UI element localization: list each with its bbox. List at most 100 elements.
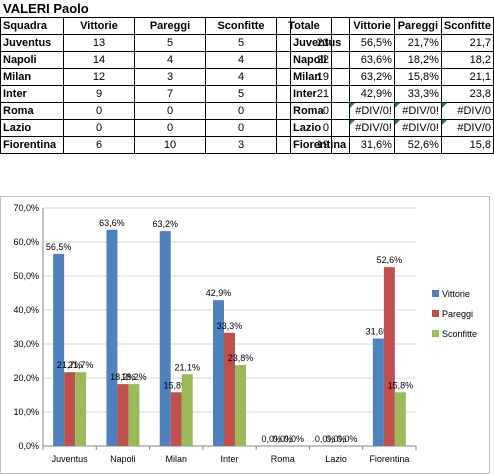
bar-pareggi bbox=[117, 384, 129, 446]
pareggi-pct-cell[interactable]: #DIV/0! bbox=[393, 119, 442, 137]
sconfitte-cell[interactable]: 0 bbox=[205, 102, 277, 120]
header-cell[interactable]: Pareggi bbox=[393, 17, 442, 35]
header-cell[interactable]: Squadra bbox=[0, 17, 64, 35]
sconfitte-cell[interactable]: 5 bbox=[205, 34, 277, 52]
pareggi-cell[interactable]: 4 bbox=[134, 51, 206, 69]
data-label: 0,0% bbox=[337, 434, 358, 444]
header-cell[interactable]: Sconfitte bbox=[205, 17, 277, 35]
vittorie-cell[interactable]: 0 bbox=[63, 119, 135, 137]
bar-vittorie bbox=[372, 338, 384, 446]
team-cell[interactable]: Fiorentina bbox=[0, 136, 64, 154]
team-cell[interactable]: Roma bbox=[289, 102, 351, 120]
vittorie-cell[interactable]: 6 bbox=[63, 136, 135, 154]
team-cell[interactable]: Juventus bbox=[289, 34, 351, 52]
vittorie-pct-cell[interactable]: 31,6% bbox=[349, 136, 395, 154]
pareggi-cell[interactable]: 0 bbox=[134, 102, 206, 120]
x-tick-label: Roma bbox=[271, 454, 295, 464]
bar-vittorie bbox=[213, 300, 224, 446]
table-row: Milan 12 3 4 19 bbox=[0, 68, 332, 86]
sheet-title[interactable]: VALERI Paolo bbox=[3, 1, 89, 16]
header-cell[interactable]: Pareggi bbox=[134, 17, 206, 35]
pareggi-pct-cell[interactable]: 33,3% bbox=[393, 85, 442, 103]
sconfitte-cell[interactable]: 4 bbox=[205, 51, 277, 69]
data-label: 33,3% bbox=[217, 321, 243, 331]
bar-sconfitte bbox=[75, 372, 87, 446]
bar-pareggi bbox=[64, 372, 76, 446]
pareggi-cell[interactable]: 3 bbox=[134, 68, 206, 86]
pareggi-pct-cell[interactable]: 15,8% bbox=[393, 68, 442, 86]
x-tick-label: Lazio bbox=[325, 454, 347, 464]
table-row: Inter 9 7 5 21 bbox=[0, 85, 332, 103]
pareggi-pct-cell[interactable]: 18,2% bbox=[393, 51, 442, 69]
sconfitte-pct-cell[interactable]: 15,8 bbox=[440, 136, 494, 154]
vittorie-pct-cell[interactable]: 63,2% bbox=[349, 68, 395, 86]
header-cell[interactable]: Sconfitte bbox=[440, 17, 494, 35]
legend-swatch-vittorie bbox=[432, 290, 439, 297]
header-cell[interactable]: Vittorie bbox=[63, 17, 135, 35]
team-cell[interactable]: Fiorentina bbox=[289, 136, 351, 154]
vittorie-cell[interactable]: 12 bbox=[63, 68, 135, 86]
header-cell[interactable]: Vittorie bbox=[349, 17, 395, 35]
vittorie-pct-cell[interactable]: 63,6% bbox=[349, 51, 395, 69]
vittorie-pct-cell[interactable]: 42,9% bbox=[349, 85, 395, 103]
sconfitte-pct-cell[interactable]: 23,8 bbox=[440, 85, 494, 103]
data-label: 23,8% bbox=[228, 353, 254, 363]
team-cell[interactable]: Inter bbox=[0, 85, 64, 103]
bar-sconfitte bbox=[128, 384, 140, 446]
team-cell[interactable]: Milan bbox=[289, 68, 351, 86]
team-cell[interactable]: Milan bbox=[0, 68, 64, 86]
team-cell[interactable]: Lazio bbox=[289, 119, 351, 137]
legend-entry: Vittorie bbox=[442, 289, 470, 299]
pareggi-cell[interactable]: 10 bbox=[134, 136, 206, 154]
sconfitte-pct-cell[interactable]: 21,7 bbox=[440, 34, 494, 52]
vittorie-cell[interactable]: 9 bbox=[63, 85, 135, 103]
vittorie-cell[interactable]: 14 bbox=[63, 51, 135, 69]
vittorie-cell[interactable]: 0 bbox=[63, 102, 135, 120]
sconfitte-cell[interactable]: 5 bbox=[205, 85, 277, 103]
y-tick-label: 0,0% bbox=[18, 441, 39, 451]
y-tick-label: 50,0% bbox=[13, 271, 39, 281]
x-tick-label: Inter bbox=[220, 454, 238, 464]
x-tick-label: Fiorentina bbox=[369, 454, 409, 464]
data-label: 21,7% bbox=[68, 360, 94, 370]
vittorie-pct-cell[interactable]: 56,5% bbox=[349, 34, 395, 52]
vittorie-pct-cell[interactable]: #DIV/0! bbox=[349, 119, 395, 137]
team-cell[interactable]: Roma bbox=[0, 102, 64, 120]
data-label: 21,7% bbox=[57, 360, 83, 370]
bar-chart[interactable]: 0,0% 10,0% 20,0% 30,0% 40,0% 50,0% 60,0% 70,0% J… bbox=[0, 196, 490, 474]
pareggi-pct-cell[interactable]: 52,6% bbox=[393, 136, 442, 154]
header-cell[interactable] bbox=[289, 17, 351, 35]
pareggi-cell[interactable]: 5 bbox=[134, 34, 206, 52]
sconfitte-cell[interactable]: 3 bbox=[205, 136, 277, 154]
sconfitte-pct-cell[interactable]: 21,1 bbox=[440, 68, 494, 86]
sconfitte-pct-cell[interactable]: #DIV/0 bbox=[440, 102, 494, 120]
team-cell[interactable]: Juventus bbox=[0, 34, 64, 52]
pareggi-cell[interactable]: 7 bbox=[134, 85, 206, 103]
sconfitte-pct-cell[interactable]: #DIV/0 bbox=[440, 119, 494, 137]
sconfitte-cell[interactable]: 4 bbox=[205, 68, 277, 86]
table-header-row: Vittorie Pareggi Sconfitte bbox=[289, 17, 494, 35]
data-label: 0,0% bbox=[315, 434, 336, 444]
team-cell[interactable]: Inter bbox=[289, 85, 351, 103]
team-cell[interactable]: Napoli bbox=[289, 51, 351, 69]
bar-sconfitte bbox=[181, 374, 193, 446]
team-cell[interactable]: Lazio bbox=[0, 119, 64, 137]
bar-vittorie bbox=[159, 231, 171, 446]
sconfitte-pct-cell[interactable]: 18,2 bbox=[440, 51, 494, 69]
team-cell[interactable]: Napoli bbox=[0, 51, 64, 69]
results-table: Squadra Vittorie Pareggi Sconfitte Total… bbox=[0, 17, 332, 154]
table-row: Lazio #DIV/0! #DIV/0! #DIV/0 bbox=[289, 119, 494, 137]
pareggi-pct-cell[interactable]: 21,7% bbox=[393, 34, 442, 52]
data-label: 0,0% bbox=[273, 434, 294, 444]
table-row: Napoli 14 4 4 22 bbox=[0, 51, 332, 69]
sconfitte-cell[interactable]: 0 bbox=[205, 119, 277, 137]
pareggi-pct-cell[interactable]: #DIV/0! bbox=[393, 102, 442, 120]
vittorie-pct-cell[interactable]: #DIV/0! bbox=[349, 102, 395, 120]
data-label: 18,2% bbox=[121, 372, 147, 382]
bar-pareggi bbox=[383, 267, 395, 446]
data-label: 63,2% bbox=[152, 219, 178, 229]
vittorie-cell[interactable]: 13 bbox=[63, 34, 135, 52]
pareggi-cell[interactable]: 0 bbox=[134, 119, 206, 137]
table-row: Napoli 63,6% 18,2% 18,2 bbox=[289, 51, 494, 69]
data-label: 0,0% bbox=[284, 434, 305, 444]
